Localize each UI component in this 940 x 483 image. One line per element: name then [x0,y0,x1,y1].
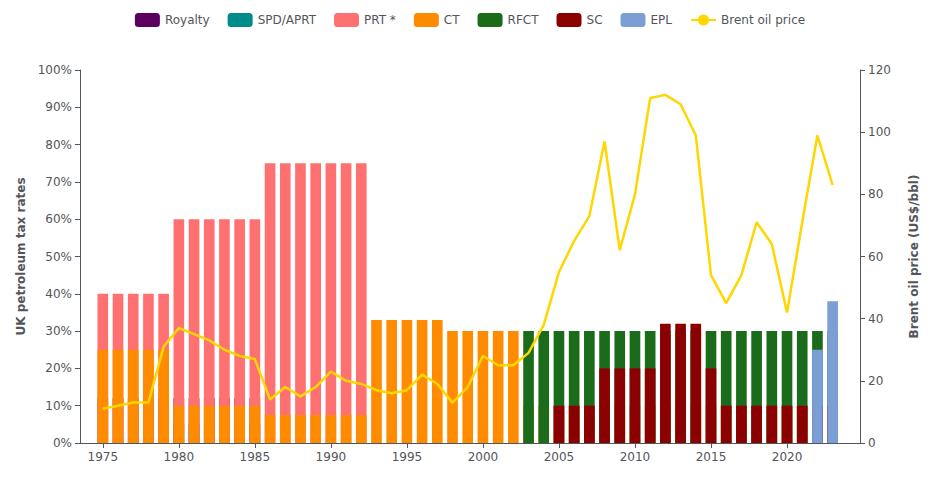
svg-text:40%: 40% [45,287,72,301]
svg-text:0: 0 [868,436,876,450]
svg-text:1980: 1980 [164,450,195,464]
svg-text:60: 60 [868,250,883,264]
svg-text:2020: 2020 [772,450,803,464]
svg-text:60%: 60% [45,212,72,226]
svg-text:1990: 1990 [316,450,347,464]
svg-text:Brent oil price: Brent oil price [721,13,805,27]
svg-text:1985: 1985 [240,450,271,464]
svg-text:100: 100 [868,125,891,139]
svg-text:30%: 30% [45,324,72,338]
svg-text:90%: 90% [45,100,72,114]
svg-text:Brent oil price (US$/bbl): Brent oil price (US$/bbl) [907,175,921,339]
svg-text:2010: 2010 [620,450,651,464]
svg-text:80: 80 [868,187,883,201]
svg-text:SPD/APRT: SPD/APRT [258,13,317,27]
svg-text:SC: SC [587,13,603,27]
svg-text:50%: 50% [45,250,72,264]
svg-text:1975: 1975 [88,450,119,464]
svg-text:10%: 10% [45,399,72,413]
svg-text:Royalty: Royalty [165,13,210,27]
svg-text:RFCT: RFCT [508,13,540,27]
svg-text:20%: 20% [45,361,72,375]
svg-text:2015: 2015 [696,450,727,464]
svg-text:100%: 100% [38,63,72,77]
svg-text:40: 40 [868,312,883,326]
svg-text:UK petroleum tax rates: UK petroleum tax rates [14,177,28,335]
svg-text:80%: 80% [45,138,72,152]
svg-text:0%: 0% [53,436,72,450]
svg-text:CT: CT [444,13,460,27]
svg-text:70%: 70% [45,175,72,189]
svg-text:2000: 2000 [468,450,499,464]
svg-text:2005: 2005 [544,450,575,464]
svg-text:1995: 1995 [392,450,423,464]
svg-text:20: 20 [868,374,883,388]
svg-text:PRT *: PRT * [364,13,396,27]
svg-text:120: 120 [868,63,891,77]
svg-text:EPL: EPL [651,13,673,27]
